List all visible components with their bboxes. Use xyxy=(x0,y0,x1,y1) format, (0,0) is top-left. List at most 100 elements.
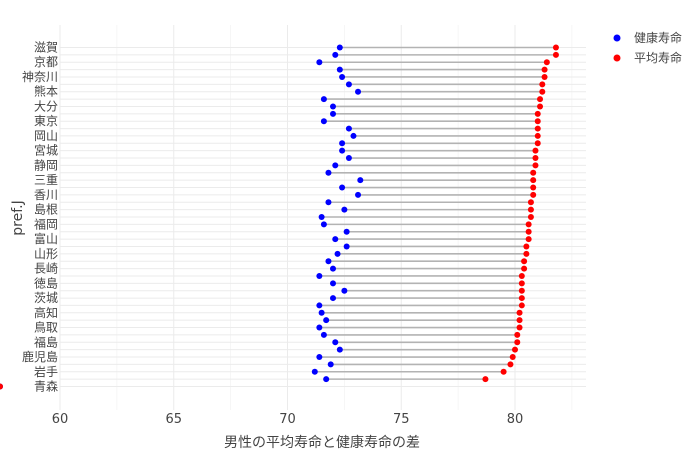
point-average-46 xyxy=(0,383,3,390)
point-average-34 xyxy=(518,295,525,302)
point-average-28 xyxy=(523,250,530,257)
x-tick-label: 60 xyxy=(52,412,69,427)
point-average-21 xyxy=(527,199,534,206)
point-average-4 xyxy=(541,73,548,80)
point-average-29 xyxy=(521,258,528,265)
point-average-45 xyxy=(482,376,489,383)
point-average-10 xyxy=(534,118,541,125)
y-tick-label: 高知 xyxy=(34,305,58,320)
legend-label: 平均寿命 xyxy=(634,50,682,65)
point-healthy-10 xyxy=(320,118,327,125)
point-healthy-39 xyxy=(320,331,327,338)
y-tick-label: 滋賀 xyxy=(34,41,58,55)
point-healthy-34 xyxy=(330,295,336,302)
point-healthy-14 xyxy=(339,147,346,154)
y-tick-label: 長崎 xyxy=(34,262,58,276)
point-healthy-6 xyxy=(355,88,362,95)
y-tick-label: 福島 xyxy=(34,334,58,349)
point-healthy-3 xyxy=(336,66,343,73)
point-healthy-8 xyxy=(330,103,336,110)
point-average-16 xyxy=(532,162,539,169)
point-healthy-40 xyxy=(332,339,339,346)
point-healthy-32 xyxy=(330,280,336,287)
point-average-6 xyxy=(539,88,546,95)
y-tick-label: 静岡 xyxy=(34,158,58,172)
point-average-2 xyxy=(543,59,550,66)
point-healthy-25 xyxy=(343,228,350,235)
point-average-36 xyxy=(516,309,523,316)
point-healthy-27 xyxy=(343,243,350,250)
point-healthy-5 xyxy=(345,81,352,88)
point-healthy-26 xyxy=(332,236,339,243)
point-healthy-1 xyxy=(332,51,339,58)
point-average-37 xyxy=(516,317,523,324)
y-axis-title: pref.J xyxy=(10,200,26,235)
point-healthy-44 xyxy=(311,368,318,375)
point-average-26 xyxy=(525,236,532,243)
point-healthy-43 xyxy=(327,361,334,368)
y-tick-label: 島根 xyxy=(34,202,58,217)
y-tick-label: 岩手 xyxy=(34,364,58,379)
point-average-27 xyxy=(523,243,530,250)
point-average-17 xyxy=(530,169,537,176)
y-tick-label: 富山 xyxy=(34,231,58,246)
point-healthy-19 xyxy=(339,184,346,191)
y-tick-label: 宮城 xyxy=(34,143,58,158)
point-healthy-9 xyxy=(330,110,336,117)
point-average-43 xyxy=(507,361,514,368)
point-healthy-21 xyxy=(325,199,332,206)
point-healthy-11 xyxy=(345,125,352,132)
y-tick-label: 熊本 xyxy=(34,84,58,99)
point-healthy-37 xyxy=(323,317,330,324)
y-tick-label: 岡山 xyxy=(34,129,58,143)
point-average-13 xyxy=(534,140,541,147)
y-tick-label: 三重 xyxy=(34,173,58,187)
point-average-22 xyxy=(527,206,534,213)
x-tick-label: 65 xyxy=(165,412,182,427)
point-healthy-12 xyxy=(350,132,357,139)
point-average-18 xyxy=(530,177,537,184)
point-average-39 xyxy=(514,331,521,338)
point-healthy-18 xyxy=(357,177,364,184)
point-healthy-41 xyxy=(336,346,343,353)
y-tick-label: 鳥取 xyxy=(34,320,58,335)
point-healthy-17 xyxy=(325,169,332,176)
point-average-35 xyxy=(518,302,525,309)
point-healthy-35 xyxy=(316,302,323,309)
point-average-42 xyxy=(509,354,516,361)
point-healthy-0 xyxy=(336,44,343,51)
point-healthy-20 xyxy=(355,191,362,198)
x-tick-label: 70 xyxy=(279,412,296,427)
point-average-0 xyxy=(552,44,559,51)
y-tick-label: 徳島 xyxy=(34,275,58,290)
x-tick-label: 75 xyxy=(393,412,410,427)
y-tick-label: 大分 xyxy=(34,99,58,113)
x-axis-ticks: 60 65 70 75 80 xyxy=(52,412,524,427)
point-healthy-45 xyxy=(323,376,330,383)
y-tick-label: 東京 xyxy=(34,114,58,128)
point-average-5 xyxy=(539,81,546,88)
point-average-19 xyxy=(530,184,537,191)
point-average-3 xyxy=(541,66,548,73)
point-healthy-38 xyxy=(316,324,323,331)
y-tick-label: 鹿児島 xyxy=(22,349,58,364)
point-healthy-16 xyxy=(332,162,339,169)
point-average-11 xyxy=(534,125,541,132)
legend-label: 健康寿命 xyxy=(634,30,682,45)
x-axis-title: 男性の平均寿命と健康寿命の差 xyxy=(224,434,420,450)
y-tick-label: 香川 xyxy=(34,188,58,202)
y-tick-label: 茨城 xyxy=(34,291,58,305)
legend-marker xyxy=(613,34,621,42)
point-average-24 xyxy=(525,221,532,228)
point-average-25 xyxy=(525,228,532,235)
point-healthy-7 xyxy=(320,96,327,103)
y-tick-label: 山形 xyxy=(34,247,58,261)
point-average-30 xyxy=(521,265,528,272)
point-average-32 xyxy=(518,280,525,287)
point-healthy-30 xyxy=(330,265,336,272)
point-average-12 xyxy=(534,132,541,139)
point-average-8 xyxy=(537,103,544,110)
point-average-44 xyxy=(500,368,507,375)
